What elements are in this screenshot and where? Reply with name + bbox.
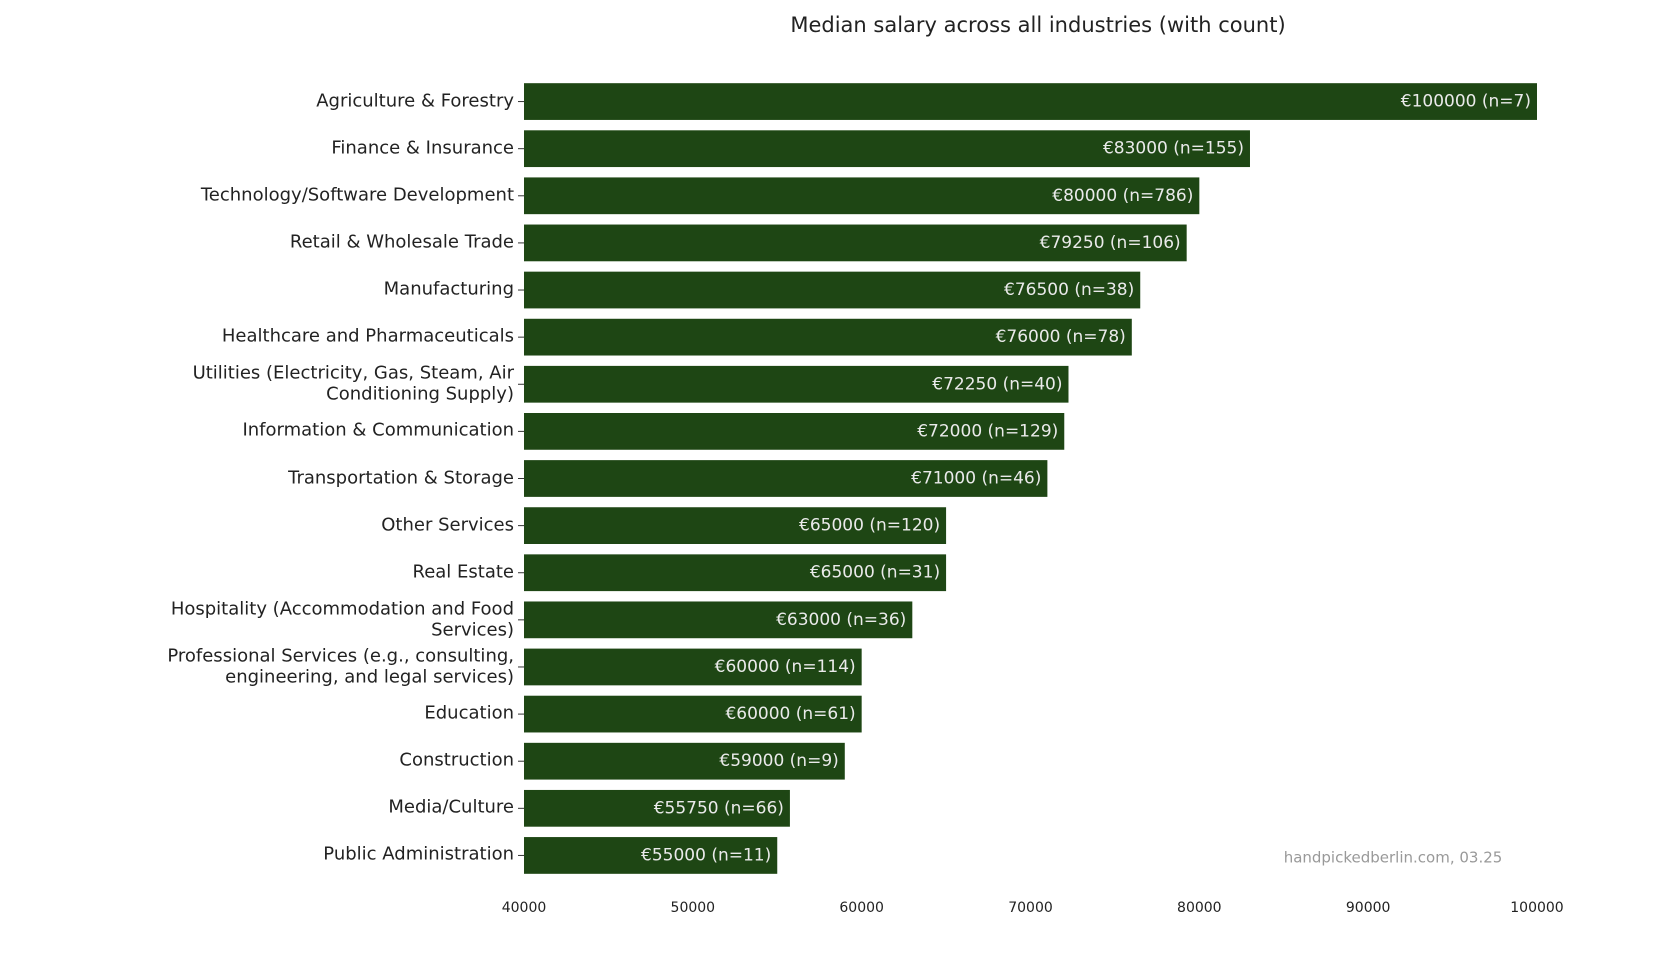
- y-tick-label: Utilities (Electricity, Gas, Steam, Air …: [192, 362, 514, 405]
- value-label: €72250 (n=40): [932, 374, 1062, 394]
- x-tick-label: 100000: [1510, 900, 1563, 916]
- value-label: €65000 (n=31): [810, 563, 940, 583]
- y-tick-label: Professional Services (e.g., consulting,…: [167, 645, 514, 687]
- annotation: handpickedberlin.com, 03.25: [1284, 849, 1503, 867]
- x-tick-label: 70000: [1008, 900, 1053, 916]
- bar: [524, 507, 947, 544]
- y-tick-label: Information & Communication: [242, 420, 514, 442]
- chart-title: Median salary across all industries (wit…: [790, 13, 1285, 37]
- value-label: €59000 (n=9): [719, 751, 838, 771]
- y-tick-label: Public Administration: [323, 844, 514, 866]
- value-label: €60000 (n=114): [715, 657, 856, 677]
- value-label: €55000 (n=11): [641, 845, 771, 865]
- y-tick-label: Technology/Software Development: [200, 184, 514, 206]
- y-tick-label: Finance & Insurance: [331, 137, 514, 159]
- bar: [524, 742, 845, 780]
- x-tick-label: 60000: [839, 900, 884, 916]
- bar: [524, 413, 1065, 450]
- bar: [524, 318, 1132, 356]
- value-label: €76000 (n=78): [996, 327, 1126, 347]
- bar: [524, 695, 862, 733]
- bar: [524, 648, 862, 686]
- value-label: €83000 (n=155): [1103, 139, 1244, 159]
- bar: [524, 130, 1250, 168]
- value-label: €71000 (n=46): [911, 469, 1041, 489]
- bar: [524, 789, 790, 827]
- bar: [524, 177, 1200, 215]
- value-label: €55750 (n=66): [654, 798, 784, 818]
- x-tick-label: 90000: [1346, 900, 1391, 916]
- x-tick-label: 80000: [1177, 900, 1222, 916]
- y-tick-label: Transportation & Storage: [288, 467, 514, 489]
- bar: [524, 271, 1141, 309]
- y-tick-label: Retail & Wholesale Trade: [289, 231, 514, 253]
- x-tick-label: 50000: [671, 900, 716, 916]
- bar: [524, 83, 1537, 120]
- bar: [524, 554, 947, 592]
- y-tick-label: Real Estate: [412, 561, 515, 583]
- y-tick-label: Healthcare and Pharmaceuticals: [221, 325, 514, 347]
- y-tick-label: Agriculture & Forestry: [316, 90, 514, 112]
- value-label: €60000 (n=61): [725, 704, 855, 724]
- bar: [524, 365, 1069, 403]
- value-label: €79250 (n=106): [1040, 233, 1181, 253]
- value-label: €72000 (n=129): [917, 421, 1058, 441]
- value-label: €80000 (n=786): [1052, 186, 1193, 206]
- value-label: €63000 (n=36): [776, 610, 906, 630]
- y-tick-label: Construction: [399, 749, 514, 771]
- x-tick-label: 40000: [502, 900, 547, 916]
- bar: [524, 837, 778, 874]
- y-tick-label: Manufacturing: [383, 278, 514, 300]
- y-tick-label: Other Services: [381, 514, 514, 536]
- y-tick-label: Media/Culture: [388, 796, 514, 818]
- value-label: €65000 (n=120): [799, 516, 940, 536]
- value-label: €76500 (n=38): [1004, 280, 1134, 300]
- bar: [524, 460, 1048, 497]
- bar: [524, 601, 913, 639]
- bar: [524, 224, 1187, 262]
- y-tick-label: Education: [424, 702, 514, 724]
- value-label: €100000 (n=7): [1401, 92, 1531, 112]
- y-tick-label: Hospitality (Accommodation and Food Serv…: [170, 598, 514, 640]
